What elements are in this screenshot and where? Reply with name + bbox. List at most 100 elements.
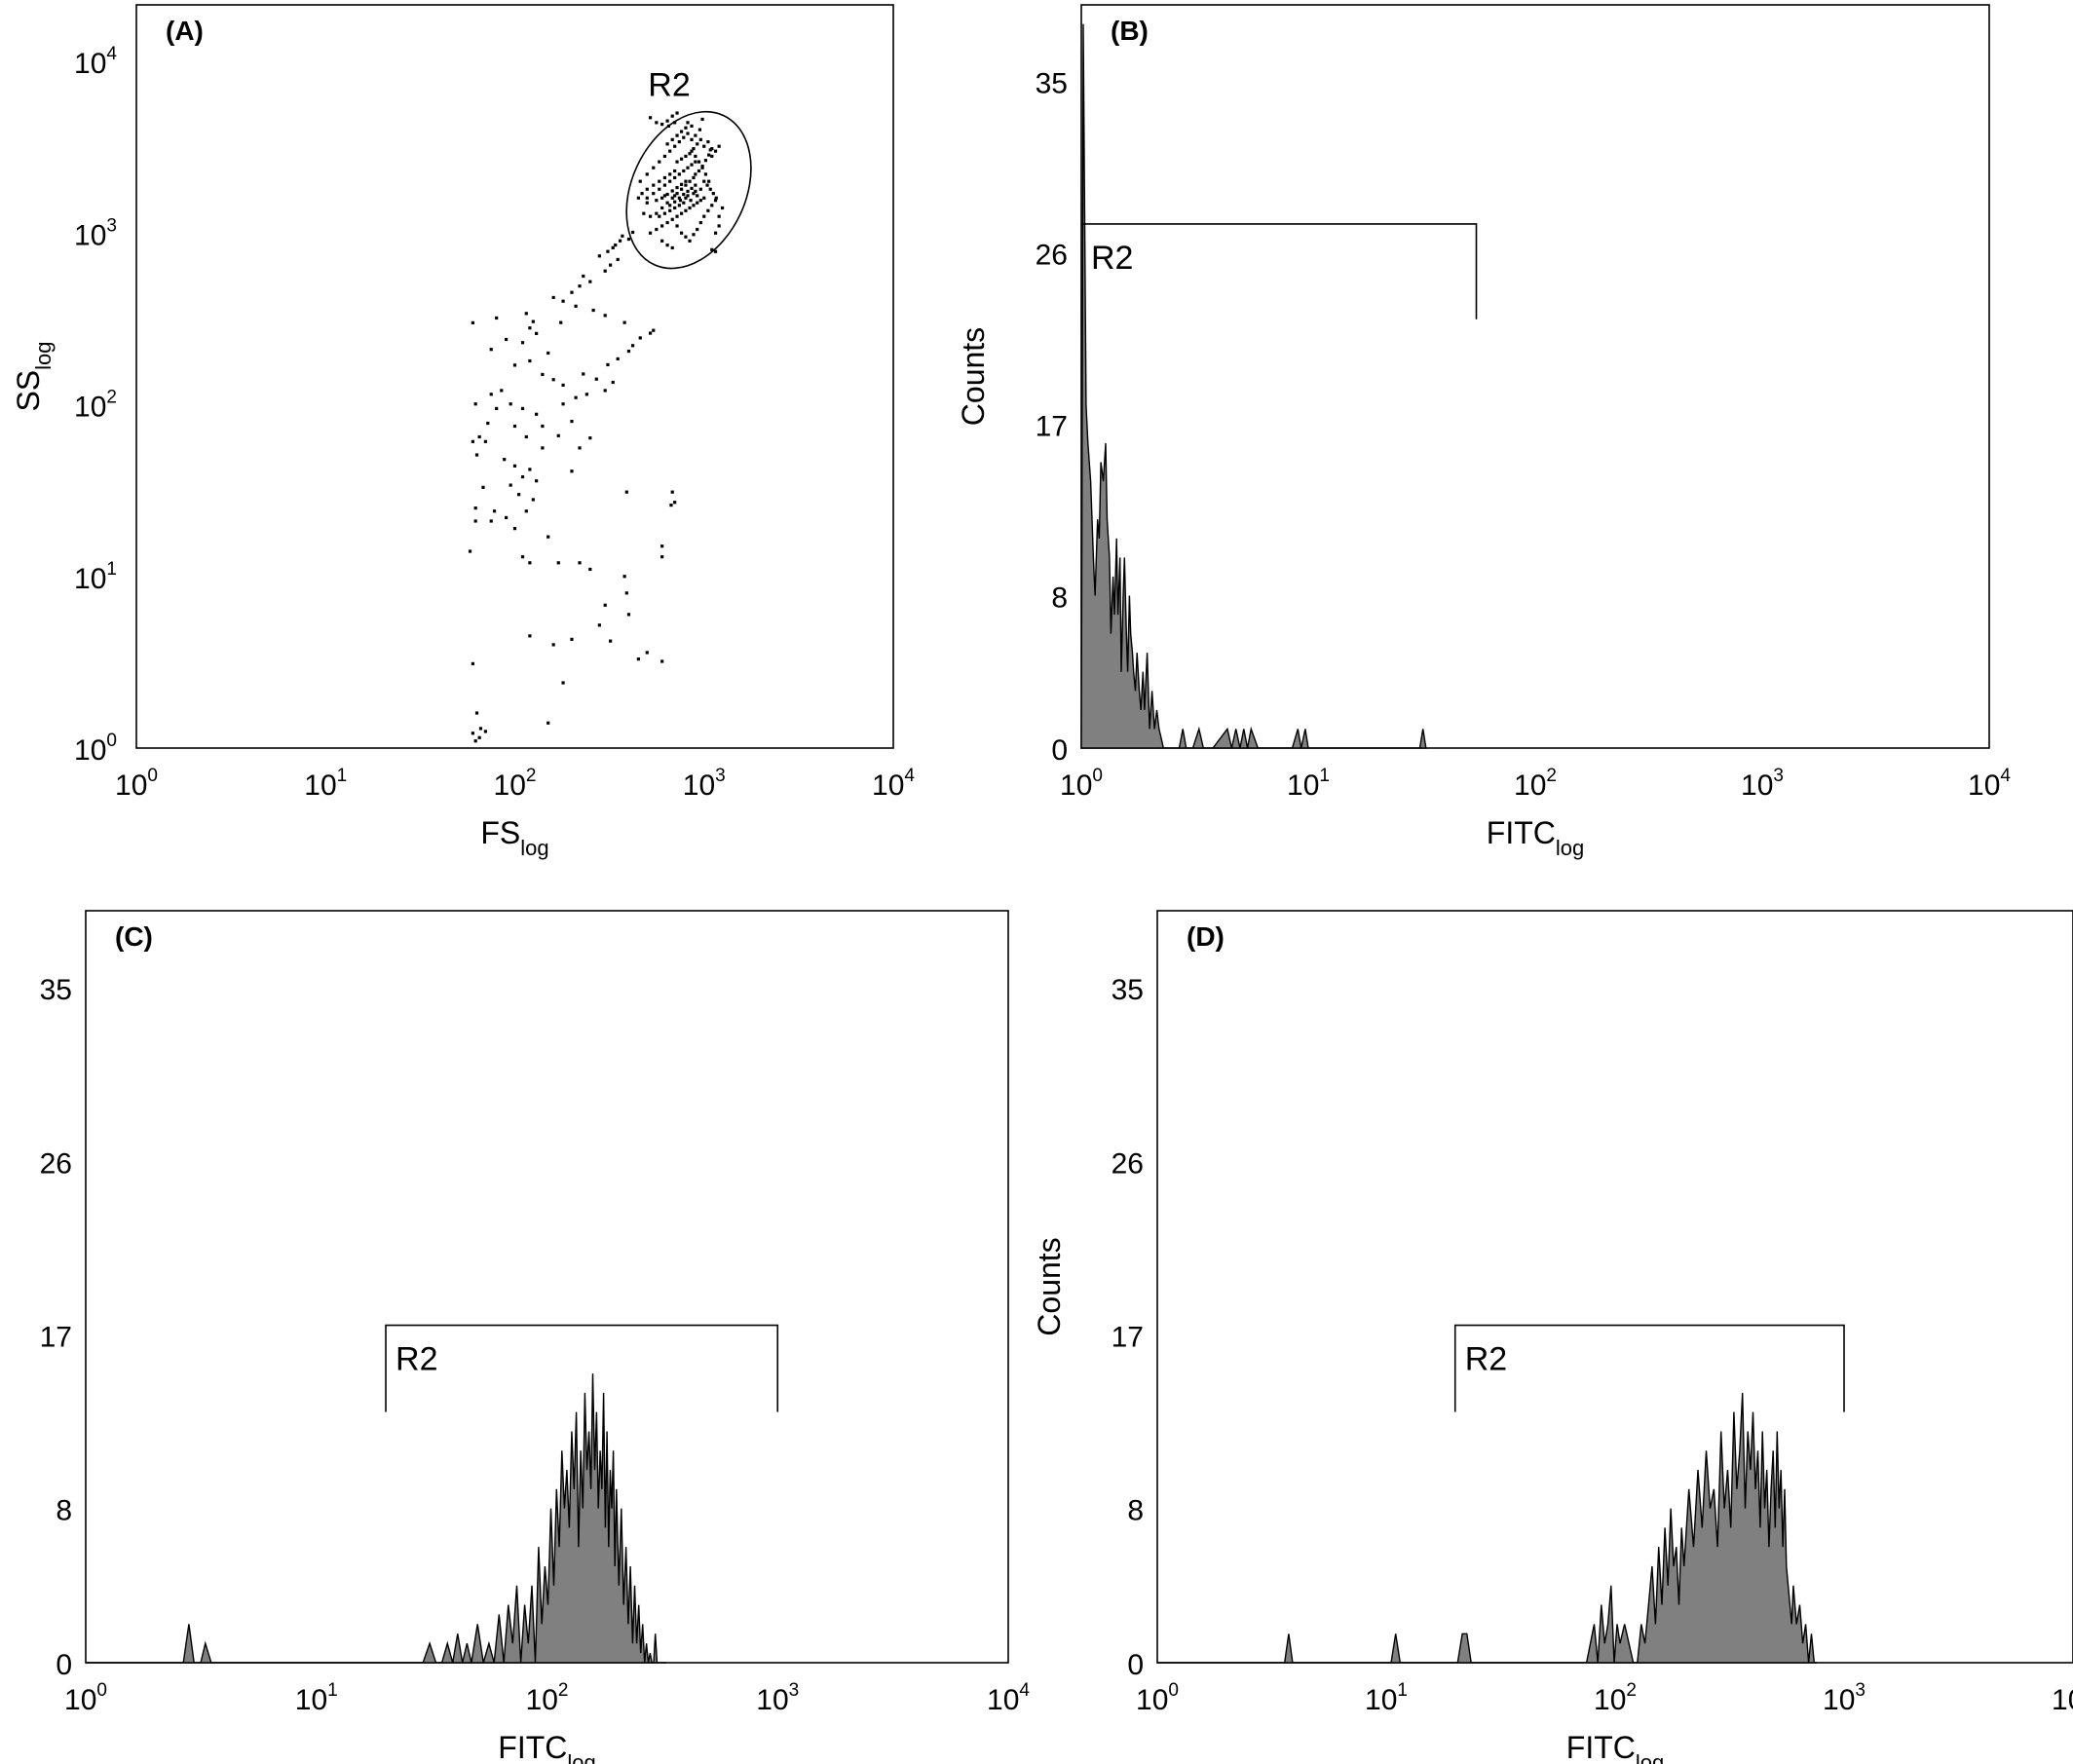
scatter-point bbox=[670, 196, 674, 200]
x-tick-label-0: 100 bbox=[1060, 766, 1103, 802]
scatter-point bbox=[696, 194, 699, 198]
histogram-area bbox=[1157, 1392, 1817, 1664]
y-tick-label-3: 26 bbox=[1036, 239, 1068, 271]
x-tick-label-0: 100 bbox=[115, 766, 158, 802]
scatter-point bbox=[492, 509, 497, 513]
scatter-point bbox=[609, 263, 613, 267]
scatter-point bbox=[645, 187, 649, 191]
scatter-point bbox=[471, 320, 475, 325]
scatter-point bbox=[678, 199, 683, 203]
x-tick-exp: 2 bbox=[1626, 1680, 1637, 1701]
scatter-point bbox=[694, 154, 697, 159]
scatter-point bbox=[708, 187, 712, 191]
scatter-point bbox=[707, 179, 711, 183]
gate-label: R2 bbox=[648, 67, 690, 104]
scatter-point bbox=[696, 227, 699, 232]
y-tick-label-2: 17 bbox=[1112, 1321, 1144, 1353]
scatter-point bbox=[668, 204, 672, 207]
scatter-point bbox=[500, 389, 504, 393]
scatter-point bbox=[524, 312, 528, 316]
x-tick-base: 10 bbox=[2052, 1684, 2073, 1716]
y-tick-label-4: 35 bbox=[40, 974, 72, 1006]
y-axis-label-sub: log bbox=[31, 341, 56, 369]
x-tick-label-4: 104 bbox=[872, 766, 915, 802]
x-tick-base: 10 bbox=[295, 1684, 327, 1716]
scatter-point bbox=[655, 199, 659, 203]
scatter-point bbox=[697, 160, 701, 164]
scatter-point bbox=[495, 406, 499, 411]
scatter-point bbox=[690, 186, 694, 191]
plot-frame bbox=[1156, 910, 2073, 1664]
scatter-point bbox=[660, 224, 664, 228]
scatter-point bbox=[486, 421, 490, 426]
x-tick-base: 10 bbox=[494, 769, 526, 802]
scatter-point bbox=[675, 133, 679, 137]
panel-2: (C)100101102103104FITClog08172635CountsR… bbox=[40, 910, 1030, 1764]
scatter-point bbox=[708, 148, 712, 152]
x-tick-base: 10 bbox=[1514, 769, 1546, 802]
x-tick-exp: 0 bbox=[1092, 766, 1103, 786]
x-tick-base: 10 bbox=[115, 769, 147, 802]
x-tick-label-3: 103 bbox=[683, 766, 726, 802]
scatter-point bbox=[652, 166, 656, 169]
x-tick-exp: 0 bbox=[147, 766, 158, 786]
scatter-point bbox=[675, 160, 679, 164]
scatter-point bbox=[477, 434, 481, 439]
gate-ellipse bbox=[625, 110, 752, 270]
scatter-point bbox=[471, 732, 475, 735]
scatter-point bbox=[652, 192, 656, 196]
scatter-point bbox=[706, 208, 710, 212]
scatter-point bbox=[670, 490, 674, 494]
scatter-point bbox=[489, 393, 493, 396]
scatter-point bbox=[642, 211, 646, 215]
y-axis-label: Counts bbox=[1032, 1237, 1067, 1335]
scatter-point bbox=[495, 316, 499, 320]
scatter-point bbox=[658, 214, 661, 218]
scatter-point bbox=[694, 183, 697, 187]
scatter-point bbox=[606, 362, 610, 367]
y-tick-exp: 3 bbox=[106, 215, 117, 236]
x-axis-label: FITClog bbox=[1566, 1730, 1664, 1764]
plot-frame bbox=[1080, 4, 1990, 749]
scatter-point bbox=[611, 380, 615, 385]
scatter-point bbox=[561, 402, 565, 406]
scatter-point bbox=[561, 383, 565, 388]
scatter-point bbox=[591, 308, 595, 313]
scatter-point bbox=[541, 424, 545, 429]
scatter-point bbox=[509, 402, 512, 406]
x-tick-exp: 1 bbox=[1397, 1680, 1408, 1701]
panel-3: (D)100101102103104FITClog08172635CountsR… bbox=[1032, 910, 2073, 1764]
scatter-point bbox=[551, 295, 555, 300]
scatter-point bbox=[690, 163, 694, 167]
scatter-point bbox=[648, 214, 653, 218]
scatter-point bbox=[512, 424, 517, 429]
scatter-point bbox=[692, 147, 696, 151]
scatter-point bbox=[682, 201, 686, 205]
x-tick-base: 10 bbox=[1968, 769, 2000, 802]
scatter-point bbox=[686, 131, 690, 135]
scatter-point bbox=[677, 139, 681, 144]
scatter-point bbox=[622, 575, 626, 579]
x-axis-label-main: FITC bbox=[1487, 815, 1556, 850]
gate-label: R2 bbox=[1465, 1341, 1507, 1378]
scatter-point bbox=[660, 196, 664, 200]
scatter-point bbox=[660, 544, 664, 548]
scatter-point bbox=[509, 483, 512, 487]
scatter-point bbox=[535, 412, 539, 416]
x-axis-label-main: FITC bbox=[498, 1730, 567, 1764]
x-tick-exp: 3 bbox=[715, 766, 726, 786]
y-tick-label-0: 0 bbox=[1127, 1649, 1144, 1681]
scatter-point bbox=[662, 154, 667, 159]
scatter-point bbox=[700, 117, 704, 122]
scatter-point bbox=[578, 284, 582, 288]
x-tick-label-2: 102 bbox=[526, 1680, 569, 1716]
x-tick-base: 10 bbox=[1287, 769, 1319, 802]
scatter-point bbox=[682, 169, 686, 173]
x-tick-exp: 0 bbox=[96, 1680, 107, 1701]
scatter-point bbox=[720, 206, 725, 210]
scatter-point bbox=[703, 172, 708, 176]
x-tick-base: 10 bbox=[756, 1684, 788, 1716]
scatter-point bbox=[702, 196, 706, 200]
scatter-point bbox=[665, 192, 669, 197]
y-tick-exp: 0 bbox=[106, 731, 117, 751]
